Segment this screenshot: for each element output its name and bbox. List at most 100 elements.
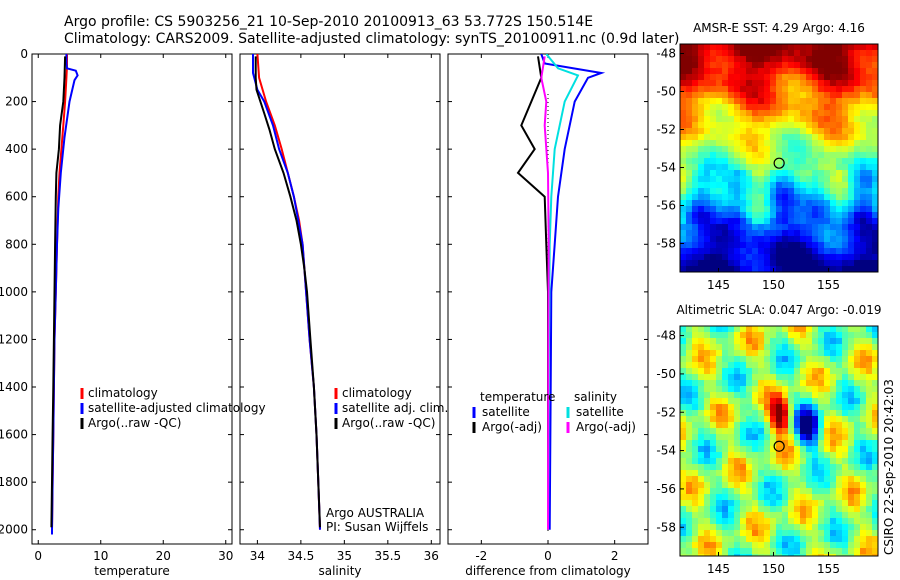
sst-heatmap-cell: [860, 50, 867, 57]
sla-heatmap-cell: [698, 470, 705, 477]
sla-heatmap-cell: [812, 512, 819, 519]
sst-heatmap-cell: [818, 266, 825, 272]
sst-heatmap-cell: [704, 230, 711, 237]
sla-heatmap-cell: [866, 410, 873, 417]
sst-heatmap-cell: [728, 140, 735, 147]
sst-heatmap-cell: [860, 176, 867, 183]
sst-heatmap-cell: [866, 146, 873, 153]
sst-heatmap-cell: [728, 74, 735, 81]
sst-heatmap-cell: [824, 248, 831, 255]
sla-heatmap-cell: [734, 476, 741, 483]
sla-heatmap-cell: [794, 536, 801, 543]
sla-heatmap-cell: [740, 338, 747, 345]
sla-heatmap-cell: [752, 536, 759, 543]
sla-heatmap-cell: [860, 416, 867, 423]
sst-heatmap-cell: [734, 176, 741, 183]
sla-heatmap-cell: [830, 464, 837, 471]
sla-heatmap-cell: [722, 338, 729, 345]
sla-heatmap-cell: [812, 332, 819, 339]
sst-heatmap-cell: [818, 176, 825, 183]
sst-heatmap-cell: [848, 266, 855, 272]
sla-heatmap-cell: [806, 344, 813, 351]
sla-heatmap-cell: [812, 494, 819, 501]
sla-heatmap-cell: [782, 344, 789, 351]
sla-heatmap-cell: [680, 506, 687, 513]
sst-heatmap-cell: [704, 92, 711, 99]
sla-heatmap-cell: [698, 332, 705, 339]
sla-heatmap-cell: [770, 542, 777, 549]
sst-heatmap-cell: [710, 134, 717, 141]
sla-heatmap-cell: [728, 350, 735, 357]
sla-heatmap-cell: [782, 386, 789, 393]
sst-heatmap-cell: [692, 254, 699, 261]
sst-heatmap-cell: [854, 104, 861, 111]
sla-heatmap-cell: [842, 548, 849, 555]
salinity-legend-label: satellite adj. clim.: [342, 401, 448, 415]
sst-heatmap-cell: [818, 248, 825, 255]
sst-heatmap-cell: [710, 200, 717, 207]
sla-heatmap-cell: [830, 362, 837, 369]
sla-heatmap-cell: [686, 392, 693, 399]
sla-heatmap-cell: [824, 470, 831, 477]
sla-heatmap-cell: [788, 536, 795, 543]
sst-heatmap-cell: [794, 68, 801, 75]
sst-heatmap-cell: [866, 62, 873, 69]
sla-heatmap-cell: [812, 368, 819, 375]
sla-heatmap-cell: [872, 470, 878, 477]
sla-heatmap-cell: [788, 506, 795, 513]
sla-heatmap-cell: [848, 524, 855, 531]
sst-heatmap-cell: [746, 104, 753, 111]
sla-heatmap-cell: [800, 368, 807, 375]
sst-heatmap-cell: [824, 134, 831, 141]
sst-heatmap-cell: [854, 56, 861, 63]
sla-heatmap-cell: [704, 422, 711, 429]
sst-heatmap-cell: [848, 254, 855, 261]
sst-heatmap-cell: [824, 206, 831, 213]
sst-heatmap-cell: [782, 92, 789, 99]
sst-heatmap-cell: [842, 206, 849, 213]
sst-heatmap-cell: [770, 56, 777, 63]
sla-heatmap-cell: [770, 398, 777, 405]
sla-heatmap-cell: [776, 512, 783, 519]
sst-heatmap-cell: [806, 44, 813, 51]
sla-heatmap-cell: [872, 374, 878, 381]
sst-heatmap-cell: [710, 50, 717, 57]
sla-heatmap-cell: [764, 422, 771, 429]
sla-heatmap-cell: [692, 374, 699, 381]
sla-heatmap-cell: [758, 536, 765, 543]
sst-heatmap-cell: [854, 116, 861, 123]
sla-heatmap-cell: [776, 530, 783, 537]
sla-heatmap-cell: [788, 452, 795, 459]
sla-heatmap-cell: [806, 350, 813, 357]
sla-heatmap-cell: [824, 476, 831, 483]
sla-heatmap-cell: [686, 410, 693, 417]
sla-heatmap-cell: [782, 356, 789, 363]
sla-heatmap-cell: [710, 338, 717, 345]
sst-heatmap-cell: [710, 80, 717, 87]
sst-heatmap-cell: [710, 164, 717, 171]
sst-heatmap-cell: [764, 152, 771, 159]
sst-heatmap-cell: [758, 200, 765, 207]
temperature-series-line: [50, 56, 67, 528]
sla-heatmap-cell: [734, 512, 741, 519]
sst-heatmap-cell: [824, 44, 831, 51]
sla-heatmap-cell: [740, 332, 747, 339]
sst-heatmap-cell: [770, 164, 777, 171]
sla-heatmap-cell: [824, 482, 831, 489]
sla-heatmap-cell: [686, 344, 693, 351]
sst-heatmap-cell: [740, 50, 747, 57]
sla-heatmap-cell: [776, 506, 783, 513]
sst-heatmap-cell: [770, 194, 777, 201]
sst-heatmap-cell: [866, 104, 873, 111]
sla-heatmap-cell: [728, 452, 735, 459]
sst-heatmap-cell: [746, 170, 753, 177]
sst-heatmap-cell: [842, 128, 849, 135]
sla-heatmap-cell: [758, 374, 765, 381]
sst-heatmap-cell: [824, 80, 831, 87]
sst-heatmap-cell: [812, 134, 819, 141]
sla-heatmap-cell: [698, 362, 705, 369]
sla-heatmap-cell: [866, 392, 873, 399]
sst-heatmap-cell: [812, 242, 819, 249]
sla-heatmap-cell: [698, 356, 705, 363]
sla-heatmap-cell: [848, 512, 855, 519]
